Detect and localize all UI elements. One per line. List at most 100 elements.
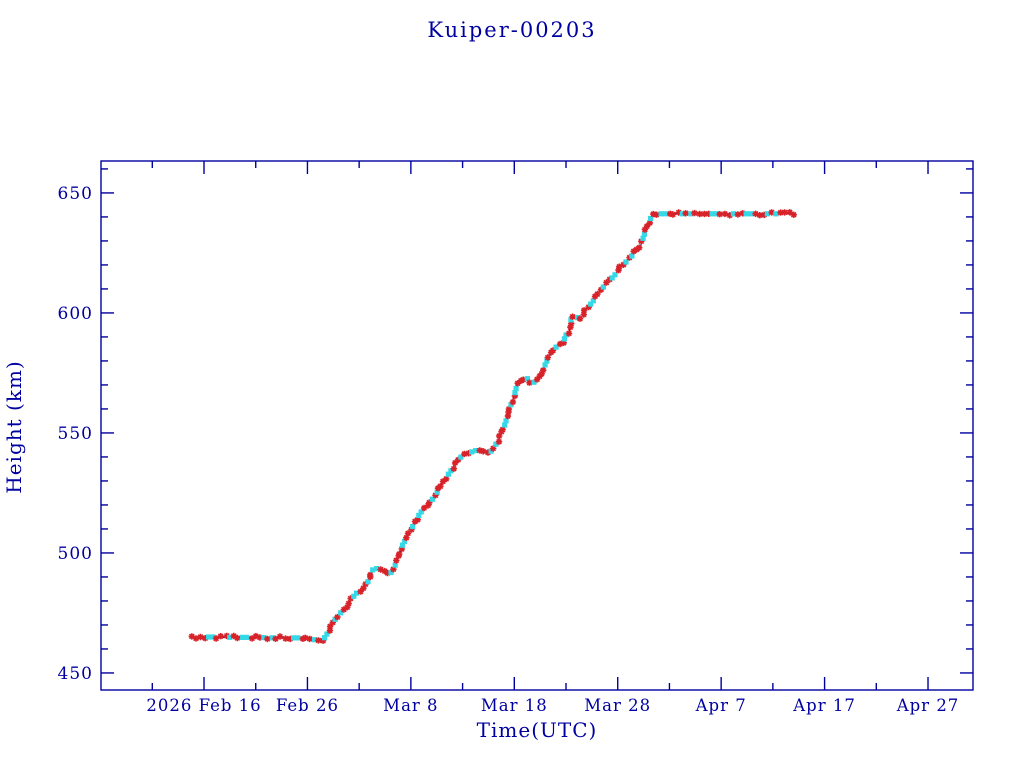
marker-square [322, 635, 328, 641]
marker-square [429, 496, 435, 502]
x-axis-label: Time(UTC) [476, 718, 598, 742]
marker-asterisk [739, 210, 746, 217]
marker-asterisk [484, 449, 492, 456]
y-tick-label: 600 [58, 304, 93, 324]
marker-square [575, 315, 581, 321]
marker-square [568, 317, 574, 323]
marker-square [747, 211, 753, 217]
marker-asterisk [476, 447, 483, 454]
marker-asterisk [705, 210, 712, 217]
marker-asterisk [643, 223, 651, 230]
marker-asterisk [520, 376, 527, 383]
marker-asterisk [420, 504, 428, 512]
marker-square [590, 298, 596, 304]
x-tick-label: Apr 27 [896, 696, 960, 715]
marker-asterisk [594, 290, 601, 298]
marker-square [709, 211, 715, 217]
marker-square [206, 634, 212, 640]
y-tick-label: 650 [58, 184, 93, 204]
marker-asterisk [630, 248, 637, 255]
marker-asterisk [390, 566, 397, 573]
marker-asterisk [549, 347, 557, 354]
marker-asterisk [781, 209, 788, 216]
marker-square [418, 509, 424, 515]
x-tick-label: Mar 18 [481, 696, 548, 715]
marker-asterisk [360, 585, 367, 592]
marker-asterisk [188, 633, 195, 640]
marker-asterisk [299, 635, 307, 642]
marker-asterisk [756, 212, 763, 219]
marker-square [244, 634, 250, 640]
marker-square [399, 542, 406, 548]
marker-square [764, 211, 770, 217]
marker-asterisk [398, 545, 405, 553]
marker-asterisk [302, 634, 309, 641]
marker-asterisk [384, 569, 391, 577]
marker-square [473, 448, 479, 454]
marker-asterisk [669, 211, 677, 218]
marker-square [416, 512, 422, 518]
marker-asterisk [533, 376, 541, 383]
marker-asterisk [404, 530, 412, 537]
marker-square [401, 538, 408, 545]
marker-asterisk [248, 635, 256, 642]
marker-square [354, 590, 360, 596]
marker-asterisk [408, 526, 415, 533]
marker-asterisk [315, 637, 322, 644]
marker-asterisk [282, 635, 289, 642]
marker-square [448, 468, 454, 474]
marker-asterisk [252, 632, 260, 640]
marker-asterisk [334, 613, 341, 621]
marker-asterisk [234, 634, 241, 642]
y-tick-label: 500 [58, 544, 93, 564]
marker-asterisk [276, 633, 284, 640]
marker-asterisk [202, 635, 209, 642]
marker-asterisk [544, 354, 551, 361]
marker-asterisk [560, 339, 567, 346]
marker-asterisk [465, 450, 472, 457]
marker-square [531, 379, 537, 385]
marker-asterisk [620, 261, 627, 268]
marker-asterisk [646, 219, 653, 227]
marker-square [503, 418, 509, 424]
marker-asterisk [768, 209, 775, 216]
marker-asterisk [272, 635, 279, 642]
marker-square [312, 637, 318, 643]
marker-asterisk [567, 324, 574, 331]
y-axis-ticks: 450 500 550 600 650 [58, 168, 973, 684]
x-tick-label: Mar 28 [584, 696, 651, 715]
marker-asterisk [569, 313, 576, 320]
marker-asterisk [638, 238, 645, 245]
marker-asterisk [585, 303, 592, 311]
marker-square [324, 631, 330, 637]
marker-square [508, 402, 514, 408]
marker-asterisk [761, 211, 768, 219]
marker-square [609, 275, 615, 281]
marker-asterisk [615, 267, 622, 274]
marker-asterisk [212, 635, 220, 642]
marker-asterisk [511, 392, 519, 400]
marker-square [210, 634, 216, 640]
marker-square [730, 211, 736, 217]
marker-square [261, 635, 267, 641]
marker-asterisk [347, 595, 354, 602]
x-tick-label: Apr 17 [792, 696, 856, 715]
marker-square [713, 211, 719, 217]
marker-square [370, 567, 376, 573]
marker-asterisk [496, 432, 503, 440]
marker-asterisk [256, 634, 264, 641]
marker-asterisk [675, 209, 682, 216]
marker-square [658, 211, 664, 217]
marker-asterisk [509, 398, 517, 406]
marker-asterisk [495, 438, 503, 445]
marker-asterisk [580, 311, 587, 318]
marker-asterisk [576, 315, 584, 322]
marker-square [291, 635, 297, 641]
marker-asterisk [326, 623, 334, 630]
x-tick-label: Feb 26 [276, 696, 339, 715]
marker-asterisk [396, 550, 403, 558]
marker-asterisk [437, 483, 444, 490]
marker-square [641, 231, 647, 237]
marker-asterisk [540, 367, 547, 374]
